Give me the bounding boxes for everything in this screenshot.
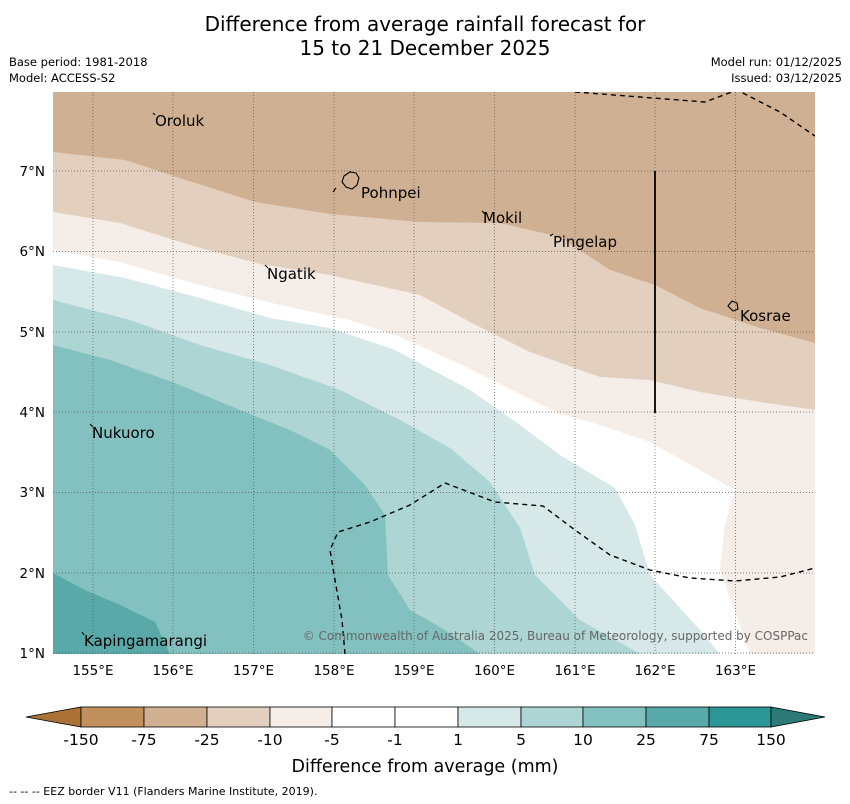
lon-tick-156: 156°E (152, 663, 193, 679)
place-kapingamarangi: Kapingamarangi (84, 632, 207, 650)
eez-border-top (574, 92, 815, 137)
colorbar-label-11: 150 (756, 731, 786, 749)
colorbar-label-2: -25 (194, 731, 219, 749)
colorbar-extend-low (25, 706, 82, 728)
island-nukuoro-shape (89, 423, 94, 428)
model-name: Model: ACCESS-S2 (9, 71, 116, 85)
colorbar-swatch-9 (582, 706, 647, 728)
model-run: Model run: 01/12/2025 (710, 55, 842, 69)
colorbar-label-10: 75 (699, 731, 719, 749)
lon-tick-161: 161°E (554, 663, 595, 679)
colorbar-label-7: 5 (516, 731, 526, 749)
colorbar-swatch-2 (143, 706, 208, 728)
lon-tick-160: 160°E (474, 663, 515, 679)
lat-tick-1: 1°N (20, 646, 45, 662)
lon-axis-labels: 155°E 156°E 157°E 158°E 159°E 160°E 161°… (72, 663, 756, 679)
place-pohnpei: Pohnpei (361, 184, 421, 202)
colorbar-labels: -150 -75 -25 -10 -5 -1 1 5 10 25 75 150 (63, 731, 785, 749)
island-kapingamarangi-shape (81, 631, 85, 636)
eez-footnote: -- -- -- EEZ border V11 (Flanders Marine… (9, 785, 318, 798)
lat-tick-2: 2°N (20, 566, 45, 582)
band-teal-mid (53, 345, 480, 654)
colorbar-label-4: -5 (324, 731, 339, 749)
lon-tick-157: 157°E (233, 663, 274, 679)
colorbar-title: Difference from average (mm) (291, 757, 558, 777)
meta-left: Base period: 1981-2018 Model: ACCESS-S2 (9, 54, 148, 86)
island-pohnpei-fragment (332, 187, 337, 193)
lon-tick-162: 162°E (634, 663, 675, 679)
place-kosrae: Kosrae (740, 307, 791, 325)
lon-tick-155: 155°E (72, 663, 113, 679)
lat-tick-7: 7°N (20, 164, 45, 180)
lat-axis-labels: 1°N 2°N 3°N 4°N 5°N 6°N 7°N (20, 164, 45, 662)
island-pingelap-shape (549, 233, 554, 237)
island-ngatik-shape (264, 264, 269, 269)
island-oroluk-shape (152, 112, 156, 116)
colorbar-label-3: -10 (257, 731, 282, 749)
lon-tick-159: 159°E (393, 663, 434, 679)
place-ngatik: Ngatik (267, 265, 316, 283)
place-oroluk: Oroluk (155, 112, 204, 130)
lat-tick-3: 3°N (20, 485, 45, 501)
colorbar-swatch-6 (394, 706, 459, 728)
lat-tick-5: 5°N (20, 325, 45, 341)
eez-border-south (329, 482, 815, 654)
colorbar-swatch-8 (520, 706, 584, 728)
islands (81, 112, 739, 636)
lat-tick-6: 6°N (20, 244, 45, 260)
chart-title: Difference from average rainfall forecas… (0, 12, 850, 60)
colorbar-swatch-1 (80, 706, 145, 728)
colorbar-label-8: 10 (573, 731, 593, 749)
meta-right: Model run: 01/12/2025 Issued: 03/12/2025 (711, 54, 842, 86)
colorbar-label-0: -150 (63, 731, 98, 749)
lat-tick-4: 4°N (20, 405, 45, 421)
colorbar-swatch-5 (331, 706, 396, 728)
colorbar-swatch-4 (269, 706, 333, 728)
place-mokil: Mokil (483, 209, 522, 227)
colorbar-extend-high (770, 706, 826, 728)
band-teal-dark (53, 573, 170, 654)
island-pohnpei-shape (341, 171, 360, 190)
rainfall-map (53, 92, 815, 654)
colorbar (25, 706, 826, 728)
colorbar-swatch-7 (457, 706, 522, 728)
place-nukuoro: Nukuoro (92, 424, 155, 442)
colorbar-label-5: -1 (387, 731, 402, 749)
colorbar-label-1: -75 (131, 731, 156, 749)
place-pingelap: Pingelap (553, 233, 617, 251)
lon-tick-158: 158°E (313, 663, 354, 679)
colorbar-swatch-10 (645, 706, 710, 728)
island-mokil-shape (481, 210, 486, 215)
colorbar-swatch-3 (206, 706, 271, 728)
issued-date: Issued: 03/12/2025 (731, 71, 842, 85)
base-period: Base period: 1981-2018 (9, 55, 148, 69)
lon-tick-163: 163°E (715, 663, 756, 679)
eez-borders (329, 92, 815, 654)
colorbar-label-6: 1 (453, 731, 463, 749)
colorbar-label-9: 25 (636, 731, 656, 749)
title-line-1: Difference from average rainfall forecas… (204, 12, 646, 36)
island-kosrae-shape (727, 300, 739, 312)
title-line-2: 15 to 21 December 2025 (299, 36, 551, 60)
colorbar-swatch-11 (708, 706, 772, 728)
copyright-text: © Commonwealth of Australia 2025, Bureau… (303, 629, 808, 643)
